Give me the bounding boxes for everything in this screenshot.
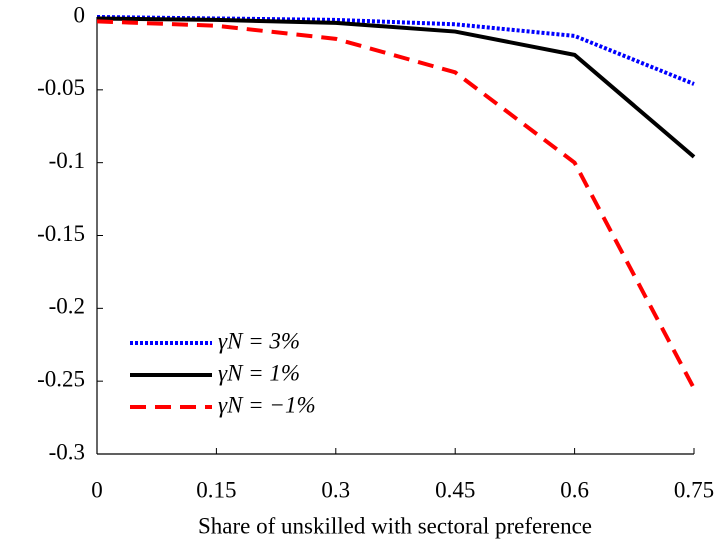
series-line <box>96 16 696 159</box>
x-tick-label: 0.45 <box>435 477 475 502</box>
legend-label: γN = 3% <box>218 328 300 353</box>
x-tick-label: 0 <box>91 477 103 502</box>
legend-label: γN = −1% <box>218 392 316 417</box>
x-tick-label: 0.15 <box>196 477 236 502</box>
y-tick-label: -0.2 <box>49 294 85 319</box>
y-tick-label: -0.1 <box>49 148 85 173</box>
y-tick-label: -0.15 <box>37 221 85 246</box>
x-tick-label: 0.3 <box>321 477 350 502</box>
x-axis-label: Share of unskilled with sectoral prefere… <box>198 513 592 538</box>
y-tick-label: -0.05 <box>37 75 85 100</box>
y-tick-label: -0.3 <box>49 439 85 464</box>
legend-label: γN = 1% <box>218 360 300 385</box>
x-tick-label: 0.6 <box>560 477 589 502</box>
series-line <box>96 19 696 390</box>
y-tick-label: 0 <box>74 2 86 27</box>
y-tick-label: -0.25 <box>37 366 85 391</box>
x-tick-label: 0.75 <box>674 477 714 502</box>
